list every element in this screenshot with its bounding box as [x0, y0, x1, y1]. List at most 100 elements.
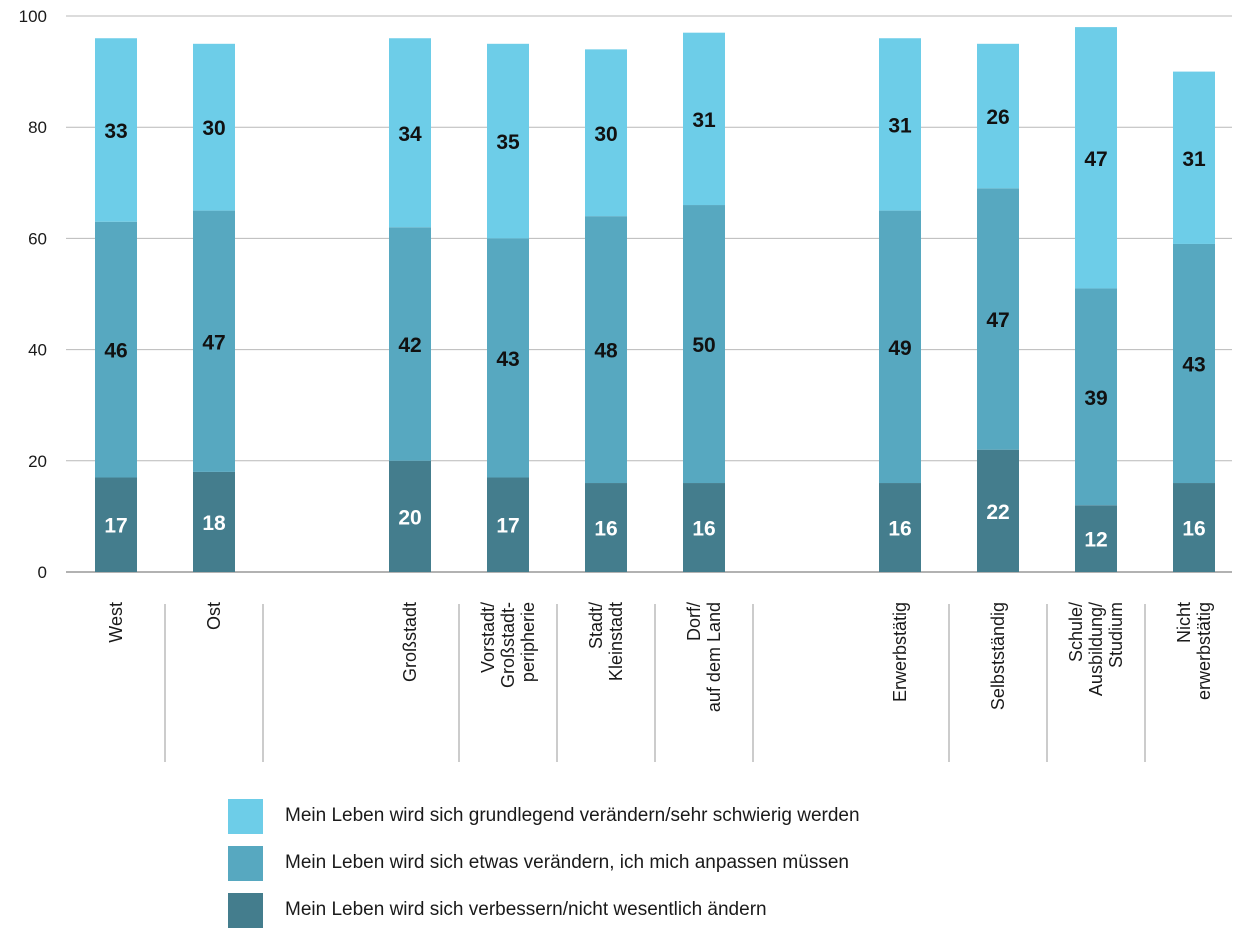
value-label: 47 — [202, 331, 225, 354]
bar-segment — [977, 43, 1019, 189]
value-label: 43 — [1182, 354, 1205, 377]
value-label: 39 — [1084, 387, 1107, 410]
value-label: 31 — [692, 109, 716, 132]
bar-segment — [879, 483, 921, 572]
bar-segment — [1173, 243, 1215, 484]
x-axis-label: Schule/Ausbildung/Studium — [1066, 602, 1126, 696]
x-axis-label-line: West — [106, 602, 126, 643]
bar-segment — [1173, 71, 1215, 244]
bar-segment — [487, 43, 529, 239]
y-tick-label: 60 — [28, 229, 47, 248]
x-axis-label: Vorstadt/Großstadt-peripherie — [478, 602, 538, 688]
x-axis-label: Dorf/auf dem Land — [684, 602, 724, 712]
chart: 0 20 40 60 80 100 17 46 33 18 47 30 20 42 34 17 43 35 16 4… — [19, 7, 1232, 762]
x-axis-label-line: Ost — [204, 602, 224, 630]
x-axis-label-line: Selbstständig — [988, 602, 1008, 710]
value-label: 26 — [986, 106, 1009, 129]
bar-segment — [95, 38, 137, 222]
x-axis-label-line: Großstadt — [400, 602, 420, 682]
value-label: 47 — [986, 309, 1009, 332]
x-axis-label-line: erwerbstätig — [1194, 602, 1214, 700]
bar-segment — [683, 483, 725, 572]
bar-segment — [1075, 27, 1117, 289]
legend-label: Mein Leben wird sich verbessern/nicht we… — [285, 899, 767, 920]
bar-segment — [683, 32, 725, 206]
value-labels: 17 46 33 18 47 30 20 42 34 17 43 35 16 48 30 16 50 31 16 49… — [104, 106, 1206, 552]
y-tick-label: 0 — [38, 563, 47, 582]
bar-segment — [879, 38, 921, 211]
value-label: 16 — [594, 518, 617, 541]
y-tick-label: 20 — [28, 452, 47, 471]
value-label: 30 — [202, 117, 225, 140]
x-axis-label-line: peripherie — [518, 602, 538, 682]
value-label: 22 — [986, 501, 1009, 524]
bar-segment — [1075, 288, 1117, 506]
x-axis-labels: West Ost Großstadt Vorstadt/Großstadt-perip… — [106, 602, 1214, 712]
value-label: 43 — [496, 348, 519, 371]
x-axis-label-line: Erwerbstätig — [890, 602, 910, 702]
x-axis-label: West — [106, 602, 126, 643]
bar-segment — [683, 205, 725, 484]
value-label: 50 — [692, 334, 715, 357]
bars — [95, 27, 1215, 572]
bar-segment — [487, 238, 529, 478]
value-label: 17 — [104, 515, 127, 538]
value-label: 20 — [398, 506, 421, 529]
bar-segment — [977, 449, 1019, 572]
bar-segment — [193, 43, 235, 211]
legend-item: Mein Leben wird sich grundlegend verände… — [228, 798, 860, 834]
x-axis-label-line: Stadt/ — [586, 602, 606, 649]
legend-label: Mein Leben wird sich grundlegend verände… — [285, 805, 860, 826]
legend-swatch — [228, 892, 263, 928]
value-label: 16 — [1182, 518, 1205, 541]
value-label: 34 — [398, 123, 422, 146]
x-axis-label-line: Vorstadt/ — [478, 602, 498, 673]
bar-segment — [879, 210, 921, 484]
value-label: 47 — [1084, 148, 1107, 171]
x-axis-label: Großstadt — [400, 602, 420, 682]
x-axis-label: Stadt/Kleinstadt — [586, 602, 626, 681]
x-axis-label-line: Kleinstadt — [606, 602, 626, 681]
value-label: 31 — [888, 114, 912, 137]
x-axis-label: Erwerbstätig — [890, 602, 910, 702]
x-axis-label-line: auf dem Land — [704, 602, 724, 712]
x-axis-label-line: Nicht — [1174, 602, 1194, 643]
bar-segment — [487, 477, 529, 572]
value-label: 49 — [888, 337, 911, 360]
y-tick-label: 40 — [28, 341, 47, 360]
value-label: 33 — [104, 120, 127, 143]
bar-segment — [585, 483, 627, 572]
bar-segment — [585, 49, 627, 217]
legend-swatch — [228, 798, 263, 834]
bar-segment — [389, 460, 431, 572]
y-tick-label: 80 — [28, 118, 47, 137]
bar-segment — [95, 221, 137, 478]
bar-segment — [389, 38, 431, 228]
value-label: 46 — [104, 340, 127, 363]
bar-segment — [193, 471, 235, 572]
value-label: 12 — [1084, 529, 1107, 552]
value-label: 30 — [594, 123, 617, 146]
x-axis-label-line: Ausbildung/ — [1086, 602, 1106, 696]
legend-swatch — [228, 845, 263, 881]
x-axis-label-line: Dorf/ — [684, 602, 704, 641]
legend-item: Mein Leben wird sich verbessern/nicht we… — [228, 892, 860, 928]
x-axis-label: Selbstständig — [988, 602, 1008, 710]
y-axis-ticks: 0 20 40 60 80 100 — [19, 7, 47, 582]
x-axis-label: Ost — [204, 602, 224, 630]
legend-item: Mein Leben wird sich etwas verändern, ic… — [228, 845, 860, 881]
value-label: 42 — [398, 334, 421, 357]
value-label: 18 — [202, 512, 226, 535]
legend-label: Mein Leben wird sich etwas verändern, ic… — [285, 852, 849, 873]
value-label: 35 — [496, 131, 520, 154]
x-axis-label-line: Schule/ — [1066, 602, 1086, 662]
grid-lines — [66, 15, 1232, 573]
bar-segment — [95, 477, 137, 572]
value-label: 16 — [692, 518, 715, 541]
legend: Mein Leben wird sich grundlegend verände… — [228, 798, 860, 939]
x-axis-label-line: Großstadt- — [498, 602, 518, 688]
bar-segment — [389, 227, 431, 461]
bar-segment — [977, 188, 1019, 450]
bar-segment — [1075, 505, 1117, 572]
value-label: 31 — [1182, 148, 1206, 171]
